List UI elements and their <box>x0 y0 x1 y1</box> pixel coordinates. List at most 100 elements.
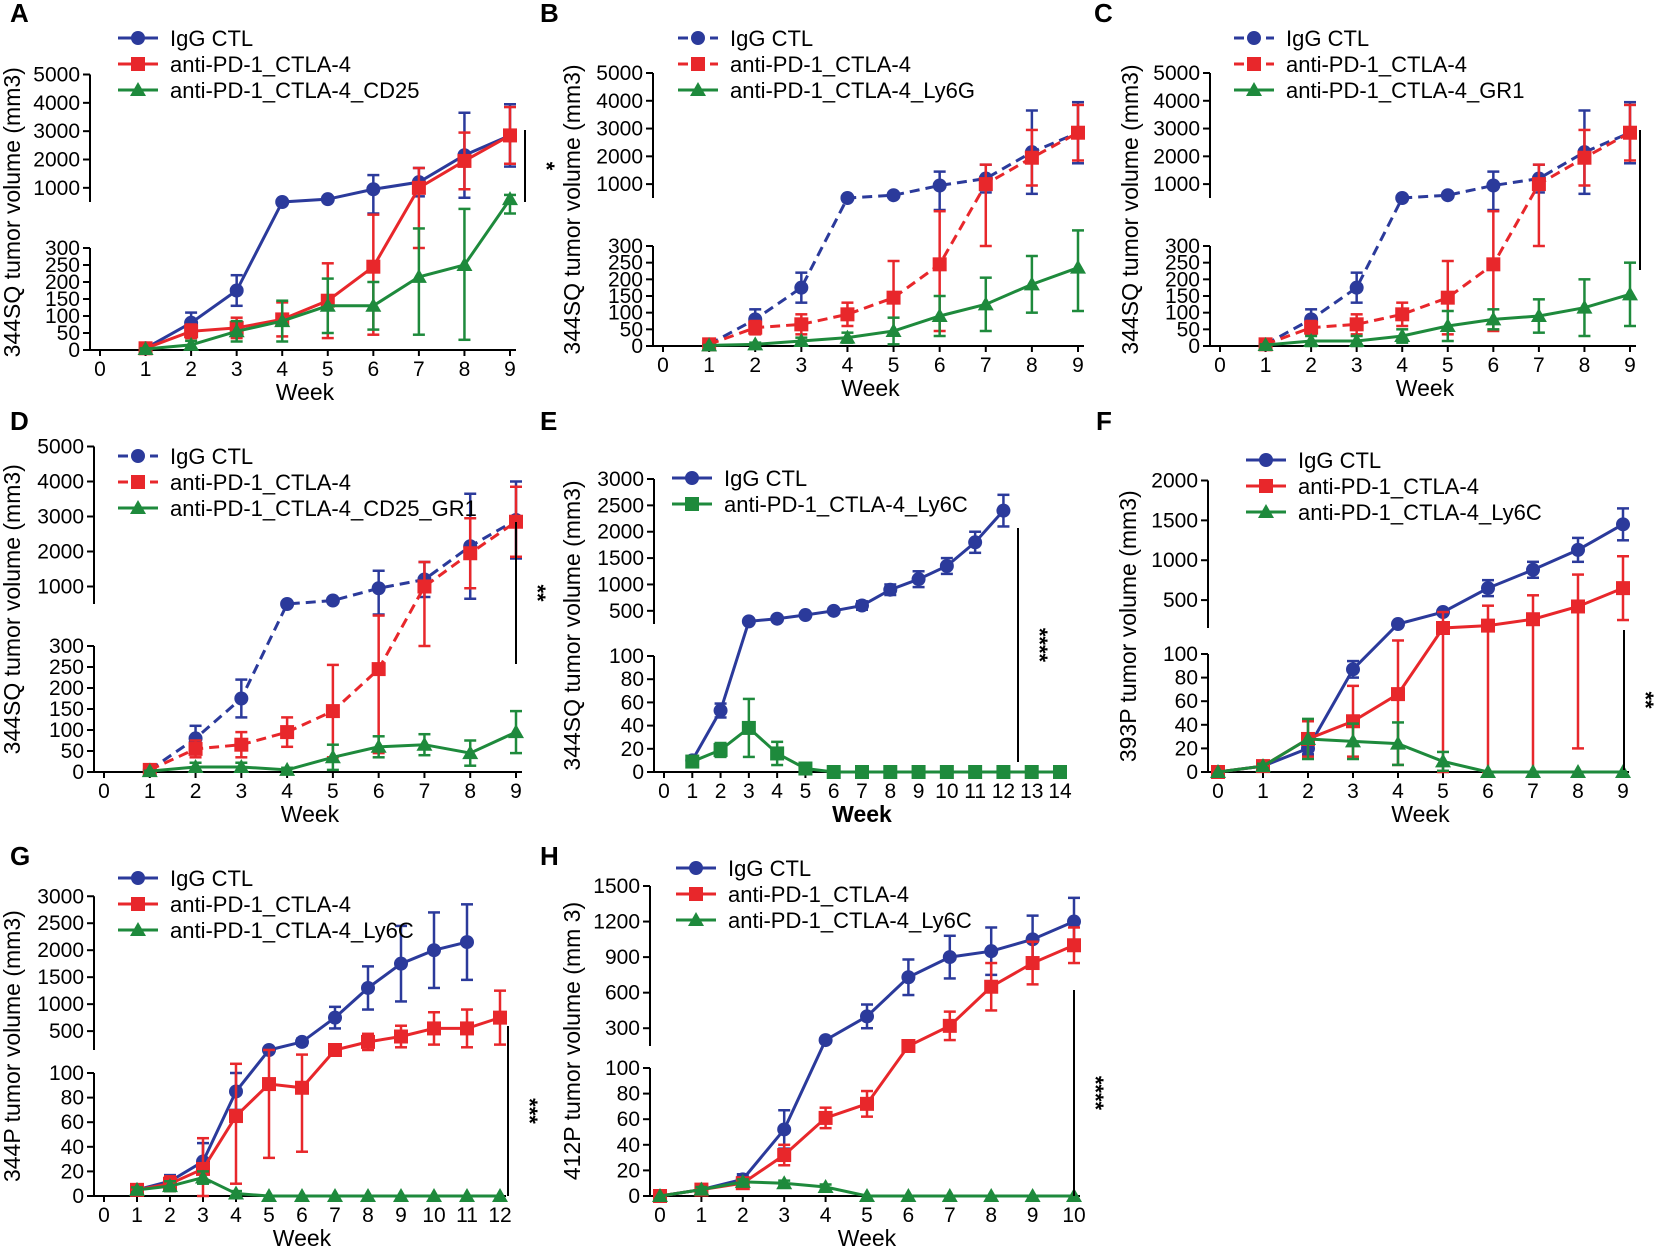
legend-marker <box>131 475 145 489</box>
data-point <box>685 754 700 769</box>
data-point <box>327 1188 343 1202</box>
legend-label: anti-PD-1_CTLA-4 <box>170 892 351 917</box>
y-tick-label: 100 <box>49 1062 84 1085</box>
series-2 <box>1257 261 1638 351</box>
x-tick-label: 0 <box>654 1204 666 1227</box>
y-tick-label: 3000 <box>37 506 84 529</box>
x-tick-label: 1 <box>1257 780 1269 803</box>
legend-item: anti-PD-1_CTLA-4_CD25_GR1 <box>118 496 477 521</box>
x-tick-label: 1 <box>1260 354 1272 377</box>
y-tick-label: 3000 <box>596 118 643 141</box>
y-tick-label: 150 <box>608 285 643 308</box>
legend-marker <box>1259 453 1273 467</box>
legend-marker <box>1247 57 1261 71</box>
data-point <box>968 765 983 779</box>
x-tick-label: 1 <box>144 780 156 803</box>
data-point <box>427 943 441 958</box>
x-tick-label: 3 <box>743 780 755 803</box>
y-tick-label: 300 <box>45 237 80 260</box>
y-tick-label: 5000 <box>596 62 643 85</box>
data-point <box>826 765 841 779</box>
x-tick-label: 2 <box>715 780 727 803</box>
data-point <box>1071 125 1085 140</box>
legend-item: anti-PD-1_CTLA-4_Ly6C <box>118 918 414 943</box>
data-point <box>1577 150 1592 165</box>
x-tick-label: 6 <box>934 354 946 377</box>
data-point <box>274 313 291 328</box>
data-point <box>741 614 756 629</box>
y-tick-label: 100 <box>608 302 643 325</box>
y-axis-label: 344SQ tumor volume (mm3) <box>1117 64 1143 354</box>
data-point <box>417 579 432 594</box>
x-tick-label: 9 <box>1072 354 1084 377</box>
data-point <box>840 307 855 322</box>
legend-label: anti-PD-1_CTLA-4_CD25 <box>170 78 419 103</box>
y-tick-label: 300 <box>605 1017 640 1040</box>
y-tick-label: 80 <box>617 1083 640 1106</box>
data-point <box>1440 188 1455 203</box>
data-point <box>886 290 901 305</box>
data-point <box>234 737 249 752</box>
x-tick-label: 9 <box>913 780 925 803</box>
data-point <box>777 1148 792 1163</box>
x-tick-label: 0 <box>1212 780 1224 803</box>
y-tick-label: 3000 <box>37 885 84 908</box>
y-axis-label: 344SQ tumor volume (mm3) <box>0 67 25 357</box>
legend-marker <box>130 82 146 96</box>
y-tick-label: 0 <box>632 761 644 784</box>
data-point <box>1436 621 1450 635</box>
data-point <box>770 746 785 761</box>
x-tick-label: 11 <box>456 1204 478 1227</box>
panel-letter: C <box>1094 0 1113 28</box>
legend-marker <box>131 871 145 885</box>
panel-letter: D <box>10 406 29 436</box>
data-point <box>129 1181 145 1196</box>
legend-label: IgG CTL <box>170 26 253 51</box>
x-tick-label: 7 <box>980 354 992 377</box>
legend-label: IgG CTL <box>170 866 253 891</box>
series-2 <box>652 1173 1082 1202</box>
data-point <box>325 593 340 608</box>
data-point <box>1391 617 1405 632</box>
data-point <box>410 268 427 283</box>
data-point <box>713 742 728 757</box>
x-tick-label: 7 <box>1533 354 1545 377</box>
data-point <box>777 1122 792 1137</box>
data-point <box>839 329 856 344</box>
data-point <box>748 320 763 335</box>
significance-label: ** <box>1649 191 1654 209</box>
series-2 <box>137 191 518 355</box>
x-tick-label: 8 <box>362 1204 374 1227</box>
x-tick-label: 3 <box>231 358 243 381</box>
data-point <box>859 1188 875 1202</box>
data-point <box>365 297 382 312</box>
data-point <box>319 297 336 312</box>
data-point <box>1481 581 1495 596</box>
y-tick-label: 1500 <box>597 547 644 570</box>
legend-marker <box>131 57 145 71</box>
y-tick-label: 0 <box>1186 761 1198 784</box>
series-line <box>1217 523 1624 774</box>
data-point <box>508 724 524 739</box>
x-tick-label: 9 <box>395 1204 407 1227</box>
data-point <box>1616 517 1630 532</box>
x-tick-label: 6 <box>1482 780 1494 803</box>
significance-label: * <box>534 162 559 171</box>
data-point <box>1395 191 1410 205</box>
x-tick-label: 0 <box>98 1204 110 1227</box>
data-point <box>931 308 948 322</box>
legend-marker <box>691 31 705 45</box>
series-line <box>708 131 1079 346</box>
series-line <box>708 131 1079 346</box>
data-point <box>195 1169 211 1184</box>
data-point <box>901 970 916 985</box>
data-point <box>701 337 718 352</box>
data-point <box>295 1034 309 1049</box>
x-tick-label: 4 <box>281 780 293 803</box>
y-tick-label: 20 <box>61 1160 84 1183</box>
x-tick-label: 5 <box>263 1204 275 1227</box>
series-2 <box>701 229 1086 352</box>
data-point <box>370 738 387 753</box>
data-point <box>794 317 809 332</box>
x-tick-label: 5 <box>327 780 339 803</box>
